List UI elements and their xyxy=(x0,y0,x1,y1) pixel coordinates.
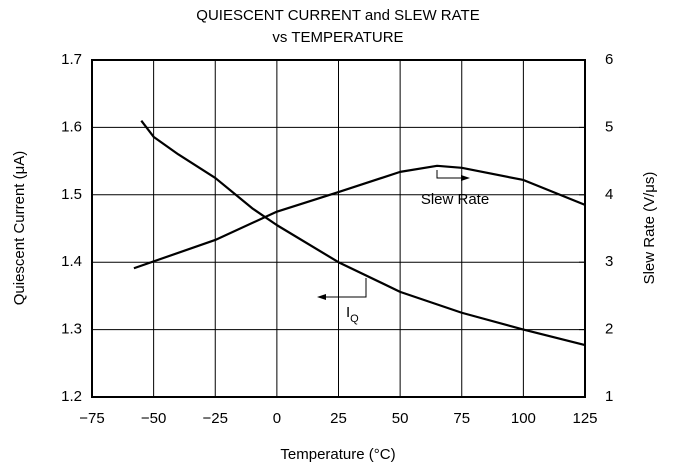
x-tick-label: 125 xyxy=(572,410,597,427)
line xyxy=(133,164,586,270)
annotation-text: I xyxy=(346,304,350,321)
annotation-arrow xyxy=(320,278,367,298)
x-tick-label: −25 xyxy=(203,410,228,427)
chart-title: QUIESCENT CURRENT and SLEW RATE xyxy=(196,7,479,24)
y2-tick-label: 1 xyxy=(605,388,613,405)
y2-tick-label: 2 xyxy=(605,321,613,338)
x-tick-label: 100 xyxy=(511,410,536,427)
x-tick-label: 25 xyxy=(330,410,347,427)
annotation-arrowhead xyxy=(317,294,326,300)
y2-tick-label: 6 xyxy=(605,51,613,68)
x-tick-label: 0 xyxy=(273,410,281,427)
y2-tick-label: 3 xyxy=(605,253,613,270)
annotation-subscript: Q xyxy=(350,313,359,325)
y-tick-label: 1.3 xyxy=(61,321,82,338)
x-axis-label: Temperature (°C) xyxy=(280,446,395,463)
annotation-arrow xyxy=(436,170,468,179)
x-tick-label: −75 xyxy=(79,410,104,427)
x-tick-label: 75 xyxy=(453,410,470,427)
annotation: IQ xyxy=(346,304,359,325)
y-axis-label: Quiescent Current (μA) xyxy=(11,151,28,306)
y2-tick-label: 5 xyxy=(605,118,613,135)
y-tick-label: 1.4 xyxy=(61,253,82,270)
y-tick-label: 1.5 xyxy=(61,186,82,203)
y-tick-label: 1.2 xyxy=(61,388,82,405)
chart-title: vs TEMPERATURE xyxy=(272,29,403,46)
y2-tick-label: 4 xyxy=(605,186,613,203)
y-tick-label: 1.6 xyxy=(61,118,82,135)
plot-frame xyxy=(91,59,586,398)
y2-axis-label: Slew Rate (V/μs) xyxy=(641,172,658,285)
x-tick-label: 50 xyxy=(392,410,409,427)
y-tick-label: 1.7 xyxy=(61,51,82,68)
annotation: Slew Rate xyxy=(421,191,489,208)
annotation-arrowhead xyxy=(461,175,470,181)
line xyxy=(140,119,586,347)
x-tick-label: −50 xyxy=(141,410,166,427)
